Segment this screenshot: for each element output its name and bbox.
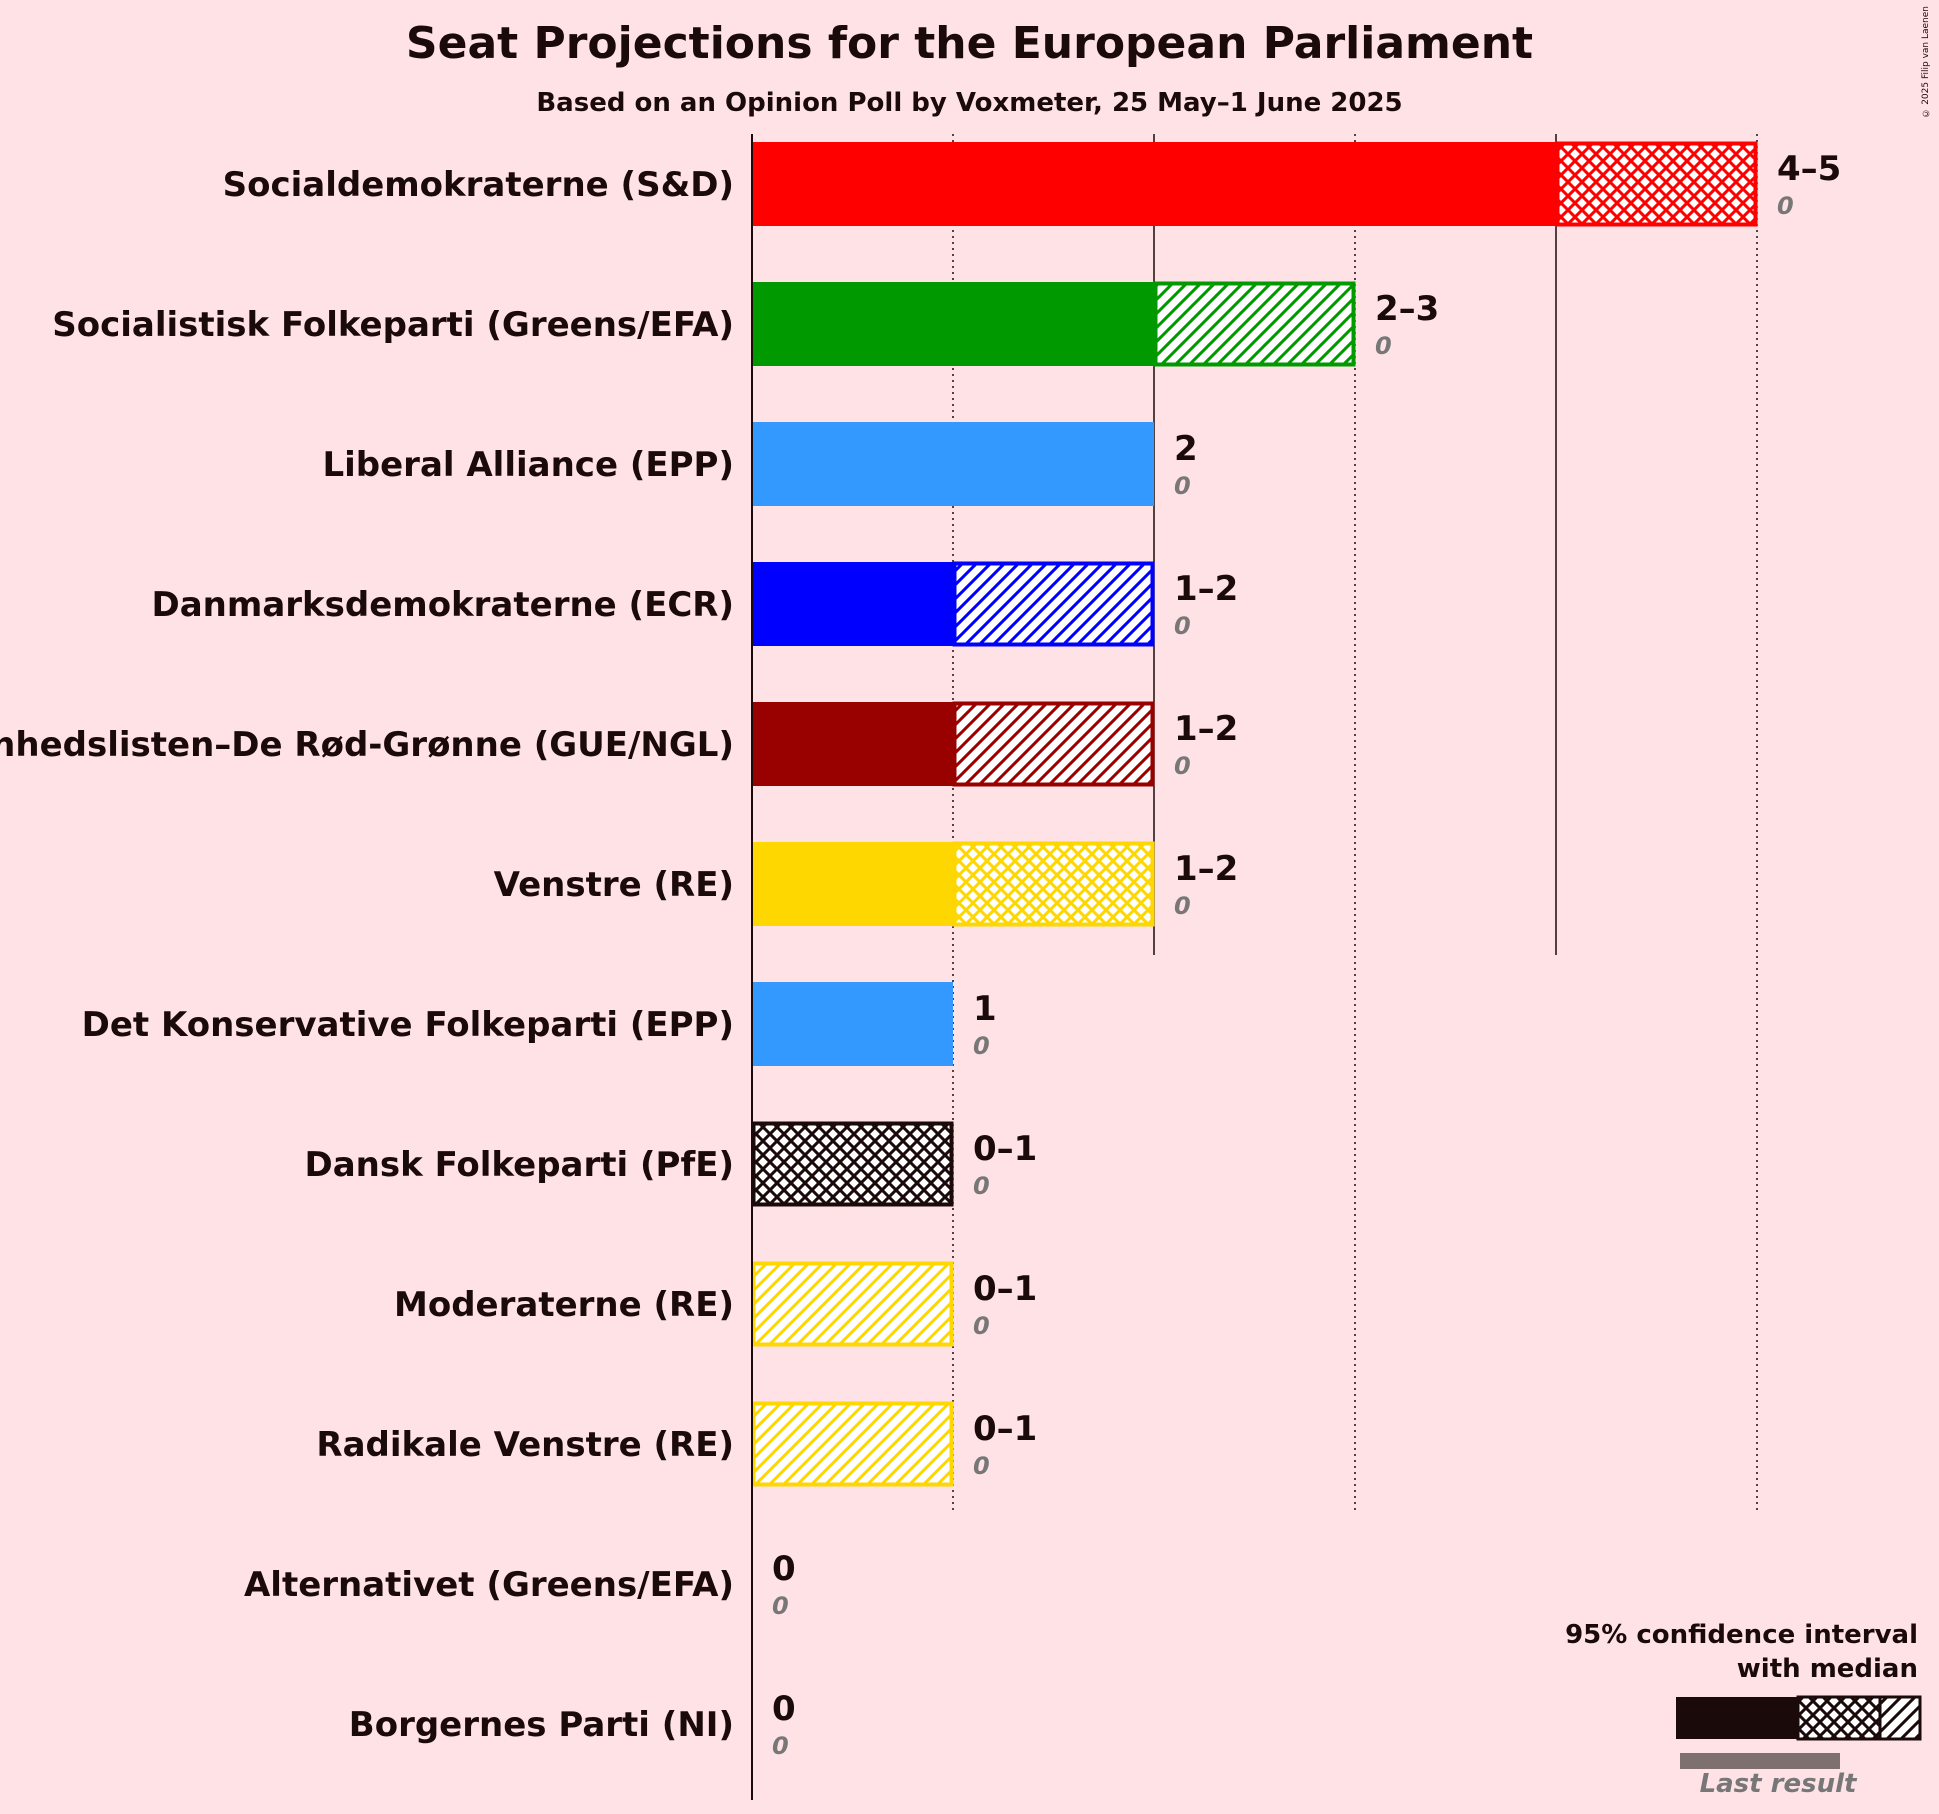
bar-interval — [1555, 141, 1758, 227]
bar-solid — [752, 422, 1154, 506]
party-label: Socialdemokraterne (S&D) — [223, 165, 734, 205]
party-label: Det Konservative Folkeparti (EPP) — [82, 1005, 734, 1045]
party-label: Venstre (RE) — [494, 865, 734, 905]
legend-solid-swatch — [1676, 1697, 1798, 1739]
chart-subtitle: Based on an Opinion Poll by Voxmeter, 25… — [536, 88, 1403, 118]
last-result-label: 0 — [973, 1172, 990, 1200]
legend-title-line2: with median — [1737, 1654, 1918, 1684]
range-label: 0–1 — [973, 1129, 1037, 1169]
party-label: Alternativet (Greens/EFA) — [244, 1565, 734, 1605]
chart-title: Seat Projections for the European Parlia… — [405, 18, 1534, 69]
range-label: 0 — [772, 1689, 796, 1729]
last-result-label: 0 — [772, 1592, 789, 1620]
party-label: Danmarksdemokraterne (ECR) — [152, 585, 734, 625]
party-label: Liberal Alliance (EPP) — [322, 445, 734, 485]
bar-solid — [752, 982, 953, 1066]
range-label: 2 — [1174, 429, 1198, 469]
last-result-label: 0 — [973, 1032, 990, 1060]
last-result-label: 0 — [973, 1312, 990, 1340]
bar-interval — [1153, 281, 1356, 367]
range-label: 1–2 — [1174, 849, 1238, 889]
range-label: 0–1 — [973, 1409, 1037, 1449]
last-result-label: 0 — [973, 1452, 990, 1480]
legend-title-line1: 95% confidence interval — [1565, 1620, 1918, 1650]
legend: 95% confidence interval with median Last r… — [1565, 1620, 1922, 1799]
bar-interval — [751, 1401, 954, 1487]
last-result-label: 0 — [772, 1732, 789, 1760]
range-label: 0–1 — [973, 1269, 1037, 1309]
last-result-label: 0 — [1174, 612, 1191, 640]
range-label: 0 — [772, 1549, 796, 1589]
bar-solid — [752, 142, 1556, 226]
bar-interval — [751, 1121, 954, 1207]
bar-interval — [751, 1261, 954, 1347]
last-result-label: 0 — [1777, 192, 1794, 220]
legend-last-result-label: Last result — [1700, 1769, 1858, 1799]
range-label: 2–3 — [1375, 289, 1439, 329]
party-label: Dansk Folkeparti (PfE) — [305, 1145, 734, 1185]
party-label: Moderaterne (RE) — [394, 1285, 734, 1325]
party-label: Socialistisk Folkeparti (Greens/EFA) — [52, 305, 734, 345]
legend-last-result-bar — [1680, 1753, 1840, 1769]
last-result-label: 0 — [1375, 332, 1392, 360]
legend-hatch-swatch — [1878, 1695, 1922, 1741]
bar-interval — [952, 701, 1155, 787]
party-label: Radikale Venstre (RE) — [316, 1425, 734, 1465]
bar-solid — [752, 842, 953, 926]
last-result-label: 0 — [1174, 892, 1191, 920]
bar-solid — [752, 702, 953, 786]
bar-interval — [952, 841, 1155, 927]
party-label: Borgernes Parti (NI) — [349, 1705, 734, 1745]
party-label: Enhedslisten–De Rød-Grønne (GUE/NGL) — [0, 725, 734, 765]
bar-solid — [752, 282, 1154, 366]
range-label: 1 — [973, 989, 997, 1029]
last-result-label: 0 — [1174, 472, 1191, 500]
legend-cross-swatch — [1796, 1695, 1882, 1741]
range-label: 4–5 — [1777, 149, 1841, 189]
range-label: 1–2 — [1174, 709, 1238, 749]
bar-interval — [952, 561, 1155, 647]
last-result-label: 0 — [1174, 752, 1191, 780]
range-label: 1–2 — [1174, 569, 1238, 609]
bar-solid — [752, 562, 953, 646]
